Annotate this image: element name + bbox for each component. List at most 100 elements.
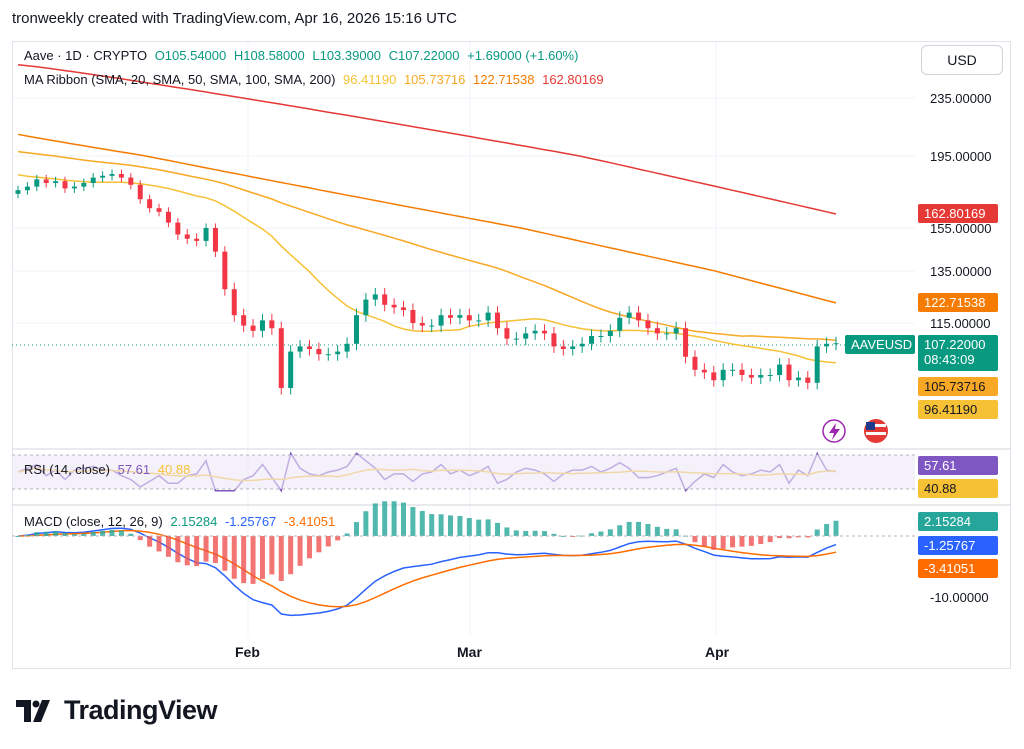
macd-hist-bar: [400, 502, 406, 536]
candle-body: [570, 346, 576, 349]
rsi-legend-v1: 57.61: [117, 462, 151, 477]
macd-hist-bar: [335, 536, 341, 541]
candle-body: [212, 228, 218, 252]
candle-body: [24, 186, 30, 191]
candle-body: [720, 369, 726, 381]
ohlc-high: H108.58000: [233, 48, 305, 63]
macd-hist-bar: [250, 536, 256, 584]
macd-hist-bar: [222, 536, 228, 571]
candle-body: [448, 315, 454, 318]
ohlc-open: O105.54000: [154, 48, 227, 63]
candle-body: [222, 251, 228, 290]
ma-legend: MA Ribbon (SMA, 20, SMA, 50, SMA, 100, S…: [24, 72, 608, 87]
macd-hist-bar: [636, 521, 642, 536]
macd-hist-bar: [476, 519, 482, 536]
candle-body: [692, 356, 698, 370]
macd-hist-bar: [269, 536, 275, 575]
macd-hist-bar: [62, 533, 68, 536]
macd-legend-v2: -1.25767: [224, 514, 277, 529]
macd-hist-bar: [128, 533, 134, 536]
macd-hist-bar: [448, 515, 454, 536]
macd-hist-bar: [720, 536, 726, 549]
macd-hist-bar: [316, 536, 322, 553]
currency-button[interactable]: USD: [921, 45, 1003, 75]
macd-hist-bar: [767, 536, 773, 543]
price-axis-label: 235.00000: [930, 91, 992, 106]
candle-body: [683, 328, 689, 357]
candle-body: [109, 174, 115, 176]
bolt-icon: [829, 423, 840, 440]
tradingview-logo: TradingView: [16, 695, 218, 726]
candle-body: [513, 338, 519, 340]
candle-body: [532, 330, 538, 334]
ma20-line: [17, 174, 837, 364]
macd-hist-bar: [147, 536, 153, 547]
macd-hist-bar: [598, 531, 604, 536]
macd-hist-bar: [833, 520, 839, 536]
macd-hist-bar: [156, 536, 162, 552]
candle-body: [259, 320, 265, 331]
macd-hist-bar: [795, 536, 801, 538]
symbol-name: Aave · 1D · CRYPTO: [24, 48, 148, 63]
price-axis-label: 115.00000: [930, 316, 991, 331]
macd-hist-bar: [466, 517, 472, 536]
macd-hist-bar: [53, 531, 59, 536]
rsi-band: [12, 455, 915, 489]
macd-hist-bar: [786, 536, 792, 539]
macd-hist-bar: [560, 535, 566, 537]
candle-body: [560, 346, 566, 349]
chart-header: tronweekly created with TradingView.com,…: [12, 10, 457, 27]
candle-body: [156, 208, 162, 212]
candle-body: [165, 211, 171, 223]
candle-body: [363, 299, 369, 316]
candle-body: [701, 369, 707, 373]
candle-body: [118, 174, 124, 178]
macd-hist-bar: [241, 536, 247, 584]
candle-body: [814, 346, 820, 383]
macd-hist-bar: [589, 533, 595, 536]
ma100-tag: 122.71538: [918, 293, 998, 312]
candle-body: [43, 179, 49, 183]
candle-body: [457, 315, 463, 318]
candle-body: [786, 364, 792, 381]
brand-name: TradingView: [64, 695, 218, 725]
candle-body: [551, 333, 557, 347]
candle-body: [203, 228, 209, 241]
candle-body: [598, 336, 604, 337]
rsi-legend-v2: 40.88: [157, 462, 191, 477]
macd-hist-bar: [297, 536, 303, 566]
candle-body: [607, 330, 613, 336]
rsi-legend: RSI (14, close) 57.61 40.88: [24, 462, 194, 477]
chart-frame: [12, 41, 1011, 669]
price-axis-label: 195.00000: [930, 149, 992, 164]
candle-body: [100, 175, 106, 178]
candle-body: [579, 343, 585, 347]
macd-hist-bar: [165, 536, 171, 557]
candle-body: [62, 181, 68, 189]
macd-hist-bar: [542, 531, 548, 536]
candle-body: [589, 336, 595, 344]
candle-body: [805, 377, 811, 383]
candle-body: [617, 317, 623, 331]
macd-hist-bar: [758, 536, 764, 544]
candle-body: [231, 289, 237, 316]
candle-body: [288, 351, 294, 388]
macd-hist-bar: [175, 536, 181, 563]
candle-body: [748, 375, 754, 378]
candle-body: [325, 354, 331, 356]
macd-hist-bar: [137, 536, 143, 541]
x-axis-label: Feb: [235, 644, 260, 660]
macd-hist-bar: [194, 536, 200, 567]
macd-hist-bar: [551, 533, 557, 536]
macd-hist-bar: [504, 527, 510, 536]
ma200-line: [17, 63, 837, 215]
macd-hist-bar: [626, 521, 632, 536]
macd-hist-bar: [617, 525, 623, 536]
macd-line-tag: -1.25767: [918, 536, 998, 555]
macd-hist-bar: [325, 536, 331, 547]
macd-legend-v3: -3.41051: [283, 514, 336, 529]
macd-hist-bar: [278, 536, 284, 581]
price-axis-label: 135.00000: [930, 264, 992, 279]
macd-hist-bar: [212, 536, 218, 564]
